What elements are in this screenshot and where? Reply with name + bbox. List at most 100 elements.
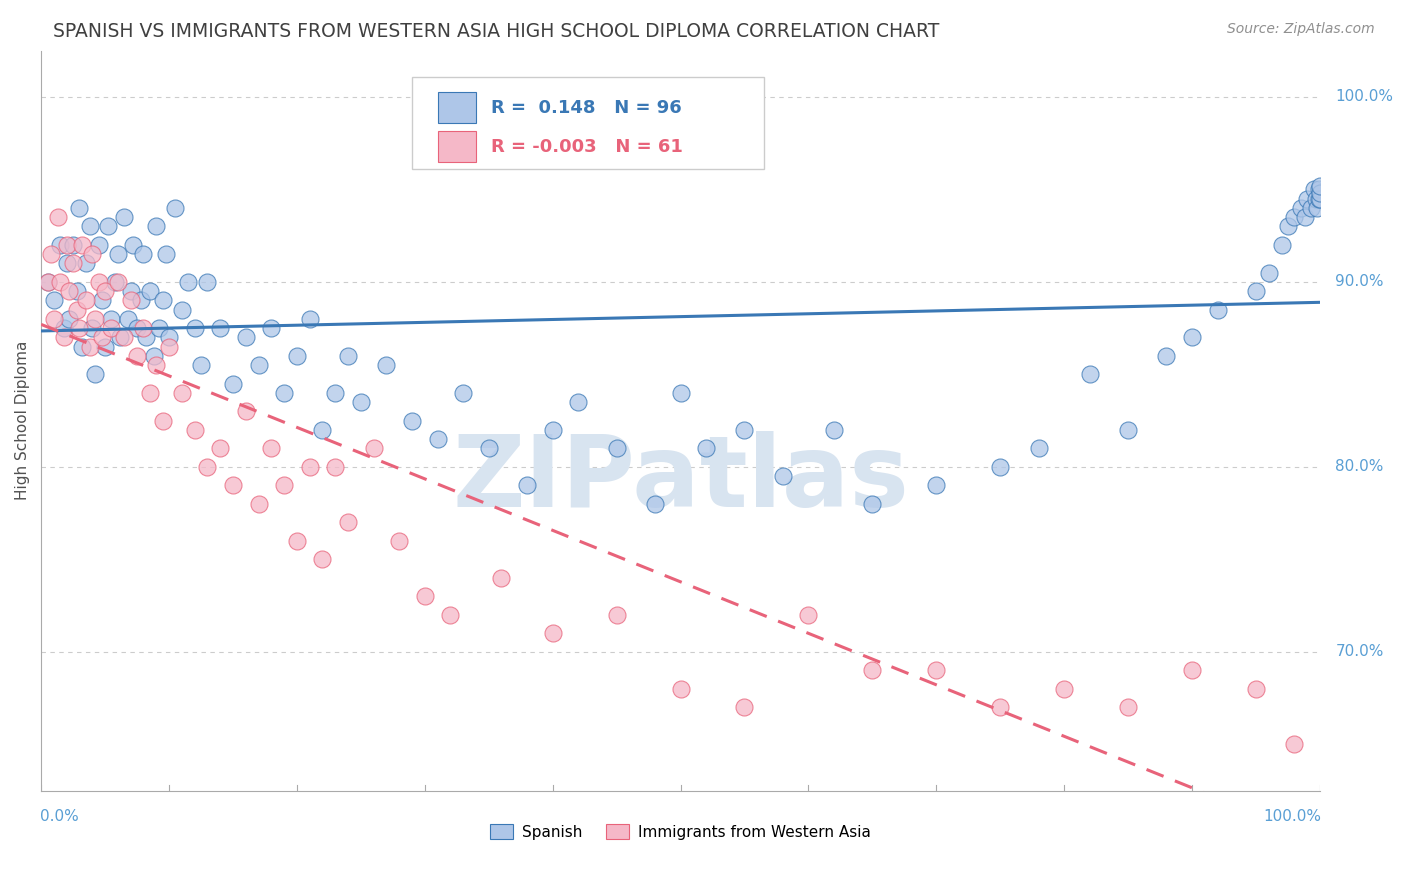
Point: [104, 275, 127, 289]
Point: [988, 459, 1011, 474]
Point: [82, 321, 104, 335]
Point: [49, 238, 72, 252]
Point: [1289, 201, 1312, 215]
Point: [988, 700, 1011, 714]
Point: [337, 349, 360, 363]
Point: [139, 385, 162, 400]
Point: [117, 312, 139, 326]
Text: 100.0%: 100.0%: [1263, 809, 1322, 824]
Point: [53, 321, 76, 335]
Y-axis label: High School Diploma: High School Diploma: [15, 341, 30, 500]
Point: [1116, 700, 1139, 714]
Point: [273, 478, 295, 492]
Point: [152, 414, 174, 428]
Point: [100, 321, 122, 335]
FancyBboxPatch shape: [437, 131, 475, 162]
Text: R = -0.003   N = 61: R = -0.003 N = 61: [491, 137, 683, 155]
Point: [129, 293, 152, 308]
Point: [426, 432, 449, 446]
Point: [1308, 192, 1330, 206]
Point: [323, 459, 346, 474]
Point: [58, 312, 80, 326]
Point: [567, 395, 589, 409]
Point: [97, 219, 120, 234]
Point: [75, 256, 97, 270]
Point: [125, 349, 148, 363]
Legend: Spanish, Immigrants from Western Asia: Spanish, Immigrants from Western Asia: [484, 818, 877, 846]
Point: [177, 275, 200, 289]
FancyBboxPatch shape: [437, 92, 475, 123]
Point: [91, 293, 114, 308]
Point: [1299, 201, 1322, 215]
Text: R =  0.148   N = 96: R = 0.148 N = 96: [491, 98, 682, 117]
Point: [55, 256, 77, 270]
Point: [1296, 192, 1319, 206]
Text: Source: ZipAtlas.com: Source: ZipAtlas.com: [1227, 22, 1375, 37]
Point: [260, 321, 283, 335]
Point: [541, 626, 564, 640]
Point: [190, 358, 212, 372]
Point: [323, 385, 346, 400]
Point: [1206, 302, 1229, 317]
Point: [152, 293, 174, 308]
Point: [75, 293, 97, 308]
Text: 70.0%: 70.0%: [1336, 644, 1384, 659]
Point: [311, 423, 333, 437]
Point: [132, 321, 155, 335]
Text: 90.0%: 90.0%: [1336, 275, 1384, 289]
Text: ZIPatlas: ZIPatlas: [453, 432, 908, 528]
Point: [157, 330, 180, 344]
Point: [139, 284, 162, 298]
Point: [311, 552, 333, 566]
Point: [1284, 737, 1306, 751]
Point: [110, 330, 132, 344]
Point: [1294, 210, 1316, 224]
Point: [1284, 210, 1306, 224]
Point: [82, 247, 104, 261]
Point: [733, 423, 755, 437]
Point: [70, 340, 93, 354]
Point: [375, 358, 398, 372]
Point: [1257, 266, 1279, 280]
Point: [925, 478, 948, 492]
Point: [1028, 442, 1050, 456]
Point: [107, 275, 129, 289]
Point: [478, 442, 501, 456]
Point: [222, 478, 245, 492]
Point: [337, 516, 360, 530]
Point: [91, 330, 114, 344]
Point: [1181, 330, 1204, 344]
Point: [733, 700, 755, 714]
Point: [247, 358, 270, 372]
Text: SPANISH VS IMMIGRANTS FROM WESTERN ASIA HIGH SCHOOL DIPLOMA CORRELATION CHART: SPANISH VS IMMIGRANTS FROM WESTERN ASIA …: [53, 22, 939, 41]
Point: [94, 284, 117, 298]
Point: [541, 423, 564, 437]
Point: [125, 321, 148, 335]
Point: [155, 247, 177, 261]
Point: [100, 312, 122, 326]
Point: [439, 607, 461, 622]
Point: [37, 275, 59, 289]
Point: [112, 210, 135, 224]
Point: [860, 497, 883, 511]
Point: [235, 404, 257, 418]
Point: [209, 442, 232, 456]
Point: [49, 275, 72, 289]
Point: [1053, 681, 1076, 696]
Point: [87, 275, 110, 289]
Point: [1305, 192, 1327, 206]
FancyBboxPatch shape: [412, 77, 763, 169]
Point: [83, 312, 105, 326]
Point: [94, 340, 117, 354]
Point: [606, 442, 628, 456]
Point: [823, 423, 845, 437]
Point: [1306, 201, 1329, 215]
Point: [69, 321, 91, 335]
Text: 100.0%: 100.0%: [1336, 89, 1393, 104]
Point: [170, 302, 193, 317]
Point: [145, 358, 167, 372]
Point: [401, 414, 423, 428]
Point: [222, 376, 245, 391]
Point: [1181, 664, 1204, 678]
Point: [148, 321, 170, 335]
